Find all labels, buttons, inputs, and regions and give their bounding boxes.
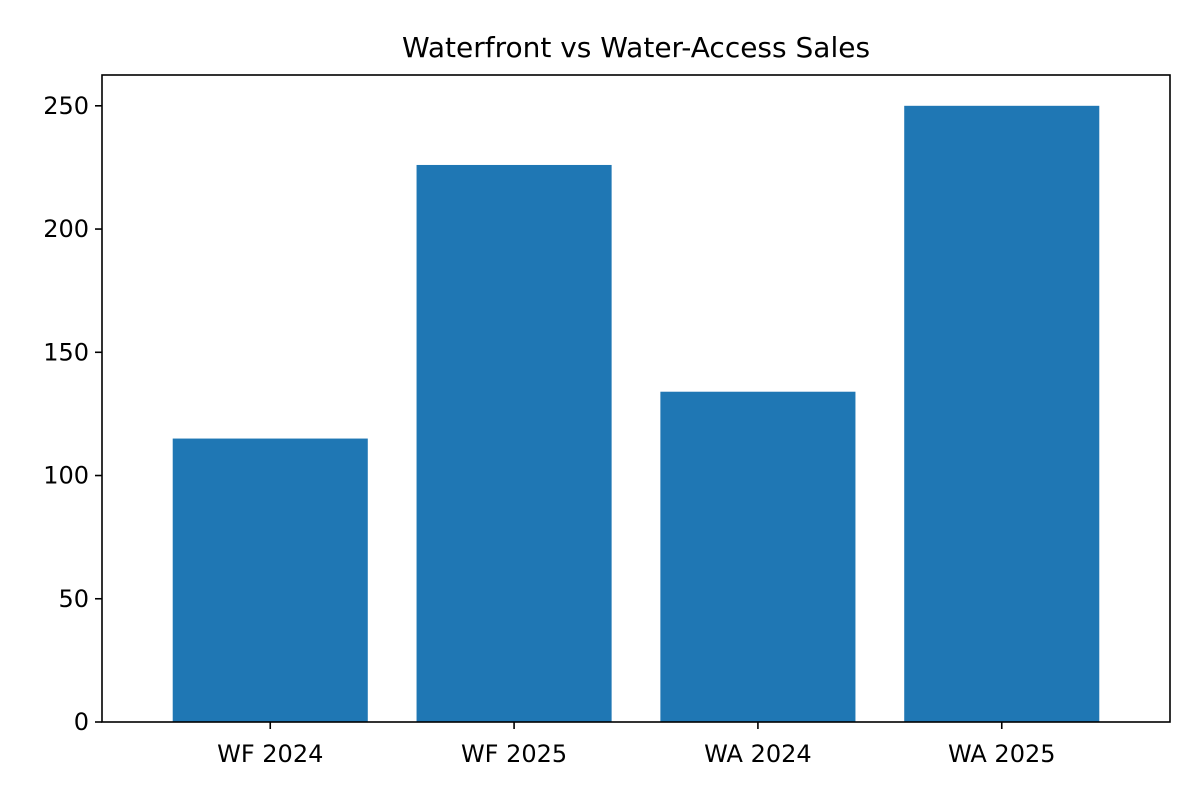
y-tick-label: 150 xyxy=(43,338,89,366)
x-tick-label: WF 2024 xyxy=(217,740,323,768)
x-axis: WF 2024 WF 2025 WA 2024 WA 2025 xyxy=(217,722,1056,768)
y-axis: 0 50 100 150 200 250 xyxy=(43,92,102,736)
y-tick-label: 100 xyxy=(43,462,89,490)
x-tick-label: WA 2025 xyxy=(948,740,1056,768)
bar-wa-2024 xyxy=(660,391,856,722)
y-tick-label: 0 xyxy=(74,708,89,736)
bar-wa-2025 xyxy=(904,105,1100,722)
bar-wf-2024 xyxy=(172,438,368,722)
y-tick-label: 250 xyxy=(43,92,89,120)
y-tick-label: 200 xyxy=(43,215,89,243)
bars-group xyxy=(172,105,1100,722)
x-tick-label: WA 2024 xyxy=(704,740,812,768)
y-tick-label: 50 xyxy=(58,585,89,613)
x-tick-label: WF 2025 xyxy=(461,740,567,768)
plot-frame xyxy=(101,74,1171,723)
chart-title: Waterfront vs Water-Access Sales xyxy=(402,31,870,64)
bar-wf-2025 xyxy=(416,164,612,722)
